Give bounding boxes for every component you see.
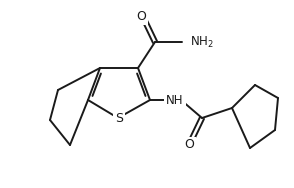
Text: O: O	[136, 11, 146, 24]
Text: NH$_2$: NH$_2$	[190, 34, 214, 50]
Text: NH: NH	[166, 93, 184, 106]
Text: O: O	[184, 139, 194, 152]
Text: S: S	[115, 112, 123, 126]
